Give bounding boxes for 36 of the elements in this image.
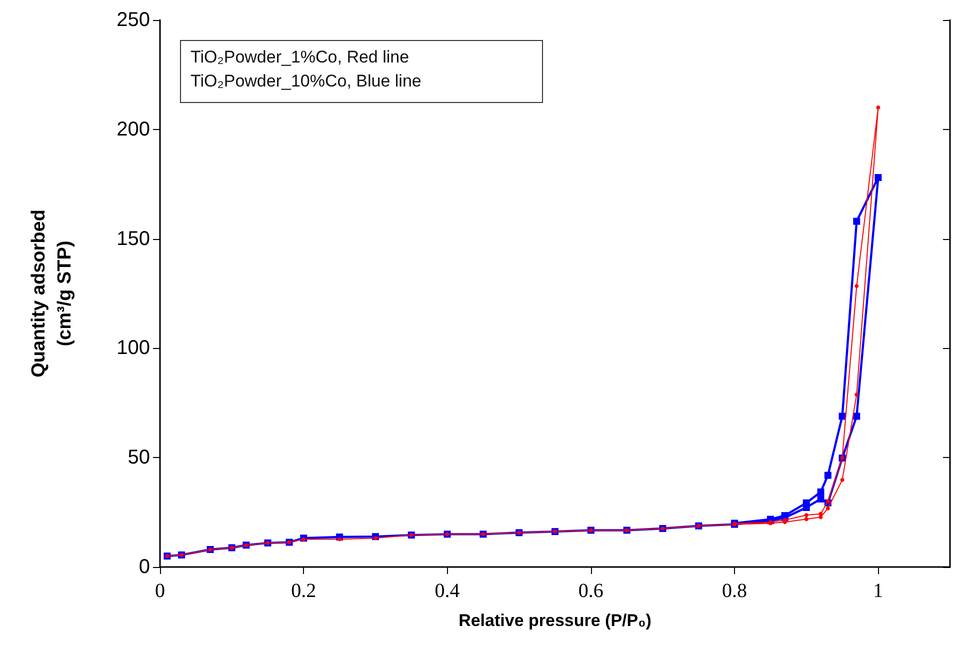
y-tick-label: 50: [128, 446, 150, 469]
annotation: TiO₂Powder_1%Co, Red line: [190, 48, 410, 66]
point: [826, 499, 830, 504]
x-tick-label: 1: [873, 580, 884, 602]
point: [817, 495, 824, 502]
x-tick-label: 0.8: [722, 580, 748, 602]
point: [782, 518, 787, 522]
point: [824, 472, 832, 479]
point: [804, 517, 808, 522]
point: [854, 392, 859, 397]
point: [818, 512, 823, 516]
point: [373, 536, 378, 540]
y-tick-label: 150: [116, 228, 150, 250]
y-tick-label: 100: [116, 337, 150, 360]
point: [876, 106, 880, 110]
point: [338, 537, 342, 542]
x-tick-label: 0.4: [434, 580, 460, 602]
x-tick-label: 0.6: [578, 580, 604, 602]
point: [840, 478, 844, 482]
point: [854, 284, 859, 288]
x-axis-title: Relative pressure (P/P₀): [458, 611, 652, 630]
y-tick-label: 200: [116, 118, 150, 140]
annotation: TiO₂Powder_10%Co, Blue line: [190, 72, 422, 90]
point: [302, 537, 306, 542]
point: [804, 513, 808, 518]
point: [817, 488, 824, 496]
point: [853, 218, 860, 225]
y-tick-label: 0: [138, 556, 150, 578]
x-tick-label: 0: [155, 580, 165, 602]
point: [802, 499, 810, 506]
y-axis-title: Quantity adsorbed (cm³/g STP): [28, 210, 76, 378]
point: [874, 174, 882, 182]
x-tick-label: 0.2: [291, 580, 316, 602]
y-tick-label: 250: [116, 9, 150, 31]
point: [826, 506, 830, 510]
point: [853, 412, 860, 420]
